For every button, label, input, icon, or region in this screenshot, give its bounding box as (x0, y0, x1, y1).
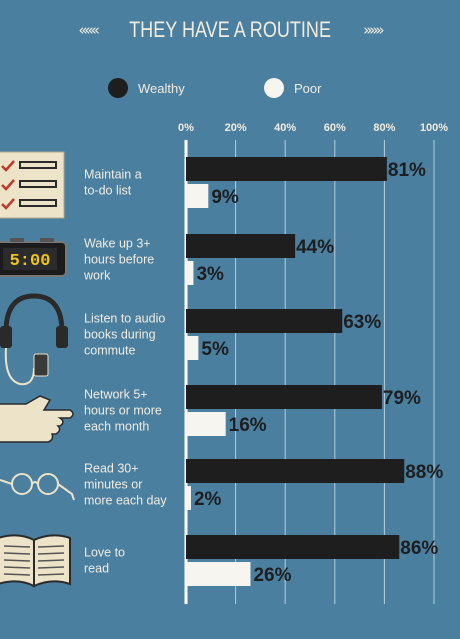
legend-swatch-wealthy (108, 78, 128, 98)
headphone-band (3, 293, 65, 333)
checklist-check (1, 179, 15, 191)
bar-poor (186, 336, 199, 360)
glasses-bridge (31, 481, 39, 485)
open-book-icon (0, 534, 71, 588)
hand-shape (0, 395, 74, 443)
checklist-line (19, 199, 57, 207)
clock-button (40, 238, 54, 242)
bar-wealthy (186, 535, 400, 559)
x-tick-label: 0% (178, 122, 194, 134)
audio-player (33, 353, 49, 377)
headphone-cup-left (0, 326, 12, 348)
checklist-line (19, 161, 57, 169)
glasses-icon (0, 473, 75, 501)
book-text-line (37, 552, 65, 555)
value-label-wealthy: 44% (296, 237, 334, 258)
category-label: commute (84, 344, 135, 358)
category-label: more each day (84, 494, 167, 508)
book-text-line (37, 566, 65, 569)
bar-poor (186, 486, 191, 510)
book-text-line (3, 573, 31, 576)
value-label-poor: 16% (229, 415, 267, 436)
bar-poor (186, 261, 194, 285)
value-label-wealthy: 63% (343, 312, 381, 333)
title-left-ornament: ««« (78, 21, 99, 39)
value-label-poor: 3% (196, 264, 224, 285)
book-text-line (3, 545, 31, 548)
bar-wealthy (186, 234, 296, 258)
x-tick-label: 40% (274, 122, 296, 134)
category-label: each month (84, 420, 149, 434)
headphone-cord (4, 347, 35, 386)
category-label: hours or more (84, 404, 162, 418)
category-label: read (84, 562, 109, 576)
value-label-poor: 5% (201, 339, 229, 360)
category-label: hours before (84, 253, 154, 267)
page-title: THEY HAVE A ROUTINE (129, 17, 331, 42)
checklist-icon (0, 151, 65, 219)
headphone-cup-right (56, 326, 68, 348)
handshake-icon (0, 395, 74, 443)
value-label-wealthy: 88% (405, 462, 443, 483)
category-label: Maintain a (84, 168, 142, 182)
bar-poor (186, 412, 226, 436)
x-tick-label: 100% (420, 122, 448, 134)
bar-wealthy (186, 385, 382, 409)
value-label-wealthy: 81% (388, 160, 426, 181)
bar-poor (186, 184, 209, 208)
clock-screen (3, 248, 57, 270)
category-label: Wake up 3+ (84, 237, 151, 251)
book-text-line (37, 559, 65, 562)
title-row: ««« THEY HAVE A ROUTINE »»» (0, 12, 460, 48)
bar-wealthy (186, 459, 405, 483)
category-label: Love to (84, 546, 125, 560)
legend-item-poor: Poor (264, 78, 321, 98)
glasses-lens-right (37, 473, 59, 495)
book-text-line (3, 566, 31, 569)
bar-wealthy (186, 157, 387, 181)
category-label: books during (84, 328, 156, 342)
value-label-wealthy: 86% (400, 538, 438, 559)
book-text-line (37, 573, 65, 576)
checklist-check (1, 198, 15, 210)
book-text-line (3, 559, 31, 562)
checklist-check (1, 160, 15, 172)
value-label-wealthy: 79% (383, 388, 421, 409)
checklist-line (19, 180, 57, 188)
legend-item-wealthy: Wealthy (108, 78, 185, 98)
category-label: Read 30+ (84, 462, 139, 476)
title-right-ornament: »»» (363, 21, 384, 39)
category-label: minutes or (84, 478, 142, 492)
value-label-poor: 2% (194, 489, 222, 510)
value-label-poor: 9% (211, 187, 239, 208)
book-text-line (3, 552, 31, 555)
legend-label-poor: Poor (294, 80, 322, 96)
book-text-line (37, 545, 65, 548)
clock-display: 5:00 (10, 252, 51, 271)
bar-wealthy (186, 309, 343, 333)
legend-label-wealthy: Wealthy (138, 80, 185, 96)
glasses-lens-left (11, 473, 33, 495)
category-label: to-do list (84, 184, 132, 198)
x-tick-label: 60% (324, 122, 346, 134)
category-label: Network 5+ (84, 388, 148, 402)
category-label: work (83, 269, 111, 283)
value-label-poor: 26% (253, 565, 291, 586)
category-label: Listen to audio (84, 312, 165, 326)
legend-swatch-poor (264, 78, 284, 98)
clock-button (10, 238, 24, 242)
headphones-icon (0, 293, 68, 386)
x-tick-label: 20% (225, 122, 247, 134)
alarm-clock-icon: 5:00 (0, 238, 67, 277)
x-tick-label: 80% (373, 122, 395, 134)
bar-poor (186, 562, 251, 586)
legend: Wealthy Poor (0, 78, 460, 102)
glasses-temple (0, 479, 75, 501)
